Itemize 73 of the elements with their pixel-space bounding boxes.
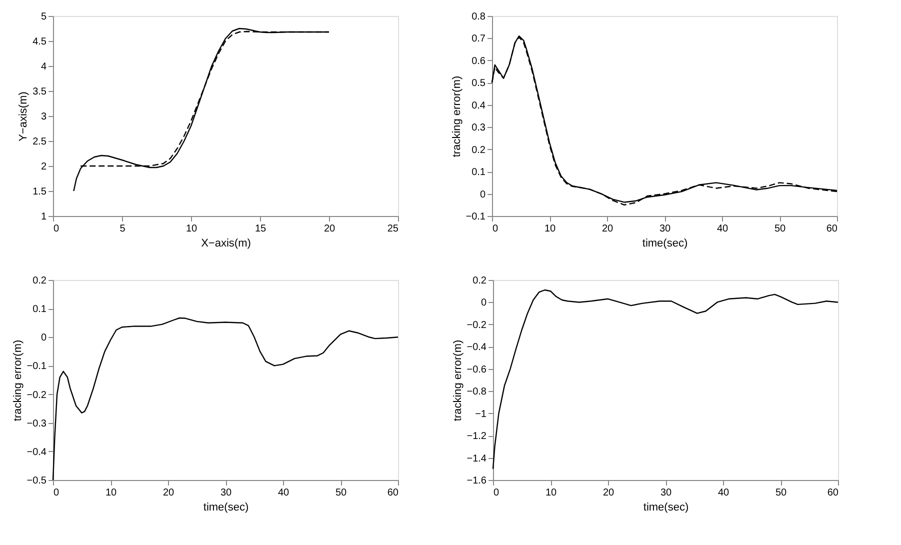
y-tick-label: −1.2 — [466, 431, 487, 442]
x-tick-label: 40 — [278, 488, 290, 498]
x-tick-label: 10 — [544, 224, 556, 234]
x-axis-title: time(sec) — [643, 502, 689, 514]
y-tick-label: 0.2 — [472, 276, 487, 286]
x-tick-label: 50 — [775, 488, 787, 498]
x-tick-label: 40 — [718, 488, 730, 498]
y-tick-label: −0.1 — [26, 361, 47, 372]
y-tick-label: 2 — [40, 162, 47, 172]
x-tick-label: 30 — [220, 488, 232, 498]
y-tick-label: −0.1 — [466, 212, 486, 222]
y-tick-label: 3 — [40, 112, 47, 122]
y-tick-label: 3.5 — [32, 86, 47, 98]
y-tick-label: 0.5 — [472, 78, 486, 90]
y-tick-label: 0 — [40, 332, 47, 344]
x-tick-label: 20 — [602, 488, 614, 498]
line-series — [492, 289, 839, 470]
x-tick-label: 20 — [602, 224, 614, 234]
y-tick-label: −0.5 — [26, 476, 47, 486]
x-tick-label: 0 — [494, 488, 500, 498]
x-tick-label: 15 — [254, 224, 266, 234]
x-tick-label: 25 — [387, 224, 399, 234]
y-tick-label: 0.2 — [32, 276, 47, 286]
x-tick-label: 0 — [54, 488, 60, 498]
x-tick-label: 60 — [387, 488, 399, 498]
y-tick-label: 2.5 — [32, 136, 47, 148]
y-tick-label: 0.4 — [472, 100, 486, 112]
y-axis-title: tracking error(m) — [450, 76, 463, 158]
x-tick-label: 30 — [660, 488, 672, 498]
y-tick-label: 0 — [480, 189, 486, 200]
x-tick-label: 60 — [827, 488, 839, 498]
y-tick-label: 4.5 — [32, 36, 47, 48]
x-tick-label: 20 — [324, 224, 336, 234]
x-tick-label: 30 — [659, 224, 671, 234]
x-tick-label: 10 — [105, 488, 117, 498]
y-tick-label: −1.4 — [466, 453, 487, 464]
x-axis-title: time(sec) — [203, 502, 249, 514]
y-tick-label: −0.6 — [466, 364, 487, 376]
y-tick-label: 0.7 — [472, 34, 486, 45]
x-tick-label: 20 — [162, 488, 174, 498]
y-tick-label: 0.1 — [472, 167, 486, 178]
y-tick-label: 0.2 — [472, 144, 486, 156]
y-tick-label: 5 — [40, 12, 47, 22]
y-tick-label: −0.2 — [466, 320, 487, 331]
y-axis-title: Y−axis(m) — [18, 92, 30, 142]
y-tick-label: 1 — [40, 212, 47, 222]
x-tick-label: 40 — [716, 224, 728, 234]
x-tick-label: 60 — [826, 224, 838, 234]
y-tick-label: 0 — [480, 298, 487, 309]
x-tick-label: 0 — [54, 224, 60, 234]
y-axis-title: tracking error(m) — [12, 340, 24, 422]
x-tick-label: 10 — [545, 488, 557, 498]
y-tick-label: −0.2 — [26, 390, 47, 401]
x-axis-title: time(sec) — [642, 238, 688, 250]
y-axis-title: tracking error(m) — [452, 340, 464, 422]
y-tick-label: −0.3 — [26, 418, 47, 430]
y-tick-label: −0.4 — [26, 446, 47, 458]
y-tick-label: −0.4 — [466, 342, 487, 354]
x-tick-label: 5 — [120, 224, 126, 234]
x-tick-label: 50 — [774, 224, 786, 234]
y-tick-label: 0.8 — [472, 12, 486, 22]
y-tick-label: 4 — [40, 62, 47, 72]
y-tick-label: 0.3 — [472, 122, 486, 134]
y-tick-label: 0.6 — [472, 56, 486, 67]
y-tick-label: 1.5 — [32, 186, 47, 198]
y-tick-label: −1.6 — [466, 476, 487, 486]
x-tick-label: 10 — [186, 224, 198, 234]
y-tick-label: −0.8 — [466, 386, 487, 398]
x-tick-label: 0 — [492, 224, 498, 234]
y-tick-label: 0.1 — [32, 304, 47, 316]
x-axis-title: X−axis(m) — [201, 238, 251, 250]
y-tick-label: −1 — [475, 408, 487, 420]
x-tick-label: 50 — [335, 488, 347, 498]
